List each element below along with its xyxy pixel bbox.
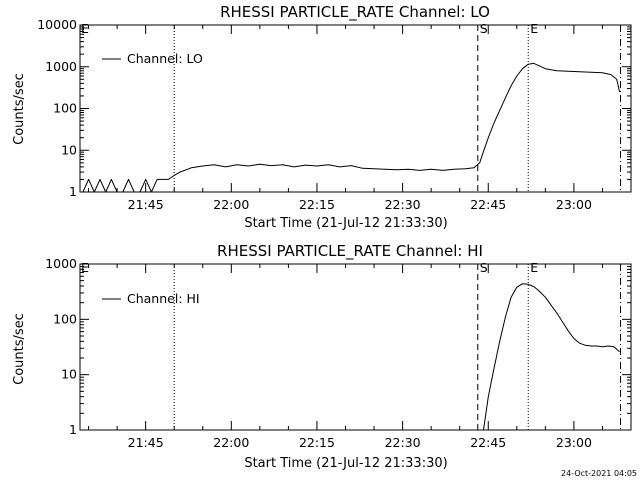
y-tick-label: 10000: [37, 17, 77, 32]
y-tick-label: 10: [61, 367, 77, 382]
y-tick-label: 10: [61, 142, 77, 157]
y-axis-label: Counts/sec: [12, 73, 27, 145]
y-ticks: 1 10 100 1000: [45, 256, 631, 437]
x-tick-label: 21:45: [128, 197, 164, 212]
legend: Channel: HI: [102, 291, 200, 306]
legend: Channel: LO: [102, 51, 203, 66]
x-tick-label: 23:00: [556, 197, 592, 212]
y-tick-label: 1000: [45, 256, 77, 271]
x-tick-label: 22:30: [385, 197, 421, 212]
panel-hi: RHESSI PARTICLE_RATE Channel: HI Counts/…: [12, 242, 632, 471]
x-ticks: 21:45 22:00 22:15 22:30 22:45 23:00: [88, 25, 632, 212]
x-tick-label: 22:45: [470, 197, 506, 212]
legend-label: Channel: HI: [127, 291, 200, 306]
event-marker-label: E: [530, 260, 538, 275]
x-axis-label: Start Time (21-Jul-12 21:33:30): [244, 216, 447, 231]
legend-label: Channel: LO: [127, 51, 203, 66]
y-tick-label: 1000: [45, 59, 77, 74]
panel-title: RHESSI PARTICLE_RATE Channel: LO: [220, 3, 490, 22]
corner-marker: E: [81, 21, 89, 36]
x-tick-label: 22:45: [470, 435, 506, 450]
x-ticks: 21:45 22:00 22:15 22:30 22:45 23:00: [88, 264, 632, 450]
x-tick-label: 22:15: [299, 197, 335, 212]
y-ticks: 1 10 100 1000 10000: [37, 17, 631, 199]
panel-title: RHESSI PARTICLE_RATE Channel: HI: [217, 242, 483, 261]
event-marker-label: S: [480, 260, 488, 275]
y-tick-label: 1: [69, 422, 77, 437]
series-line: [483, 283, 620, 431]
y-tick-label: 100: [53, 311, 77, 326]
x-tick-label: 22:00: [213, 197, 249, 212]
event-marker-label: E: [530, 21, 538, 36]
footer-timestamp: 24-Oct-2021 04:05: [561, 469, 637, 478]
panel-lo: RHESSI PARTICLE_RATE Channel: LO Counts/…: [12, 3, 632, 231]
series-lo: [82, 62, 621, 193]
event-marker-label: S: [480, 21, 488, 36]
y-axis-label: Counts/sec: [12, 313, 27, 385]
x-tick-label: 22:15: [299, 435, 335, 450]
y-tick-label: 1: [69, 184, 77, 199]
corner-marker: E: [81, 260, 89, 275]
series-hi: [483, 283, 620, 431]
y-tick-label: 100: [53, 101, 77, 116]
x-tick-label: 22:00: [213, 435, 249, 450]
x-tick-label: 23:00: [556, 435, 592, 450]
series-line: [82, 62, 621, 193]
plot-frame: [79, 263, 632, 431]
x-axis-label: Start Time (21-Jul-12 21:33:30): [244, 456, 447, 471]
x-tick-label: 21:45: [128, 435, 164, 450]
x-tick-label: 22:30: [385, 435, 421, 450]
